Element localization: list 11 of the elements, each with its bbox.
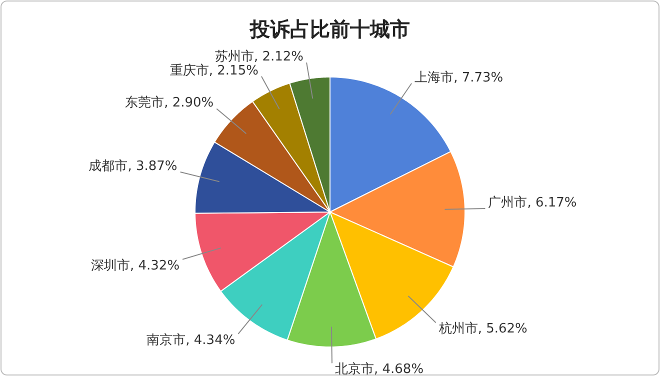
slice-label: 杭州市, 5.62%	[438, 322, 528, 337]
slice-label: 苏州市, 2.12%	[214, 50, 304, 65]
chart-title: 投诉占比前十城市	[249, 17, 410, 41]
slice-label: 北京市, 4.68%	[335, 362, 424, 376]
slice-label: 深圳市, 4.32%	[90, 258, 180, 274]
slice-label: 南京市, 4.34%	[146, 332, 236, 348]
slice-label: 成都市, 3.87%	[88, 159, 178, 174]
slice-label: 广州市, 6.17%	[488, 196, 577, 211]
slice-label: 东莞市, 2.90%	[125, 96, 214, 111]
slice-label: 上海市, 7.73%	[414, 70, 504, 86]
slice-label: 重庆市, 2.15%	[170, 63, 258, 78]
